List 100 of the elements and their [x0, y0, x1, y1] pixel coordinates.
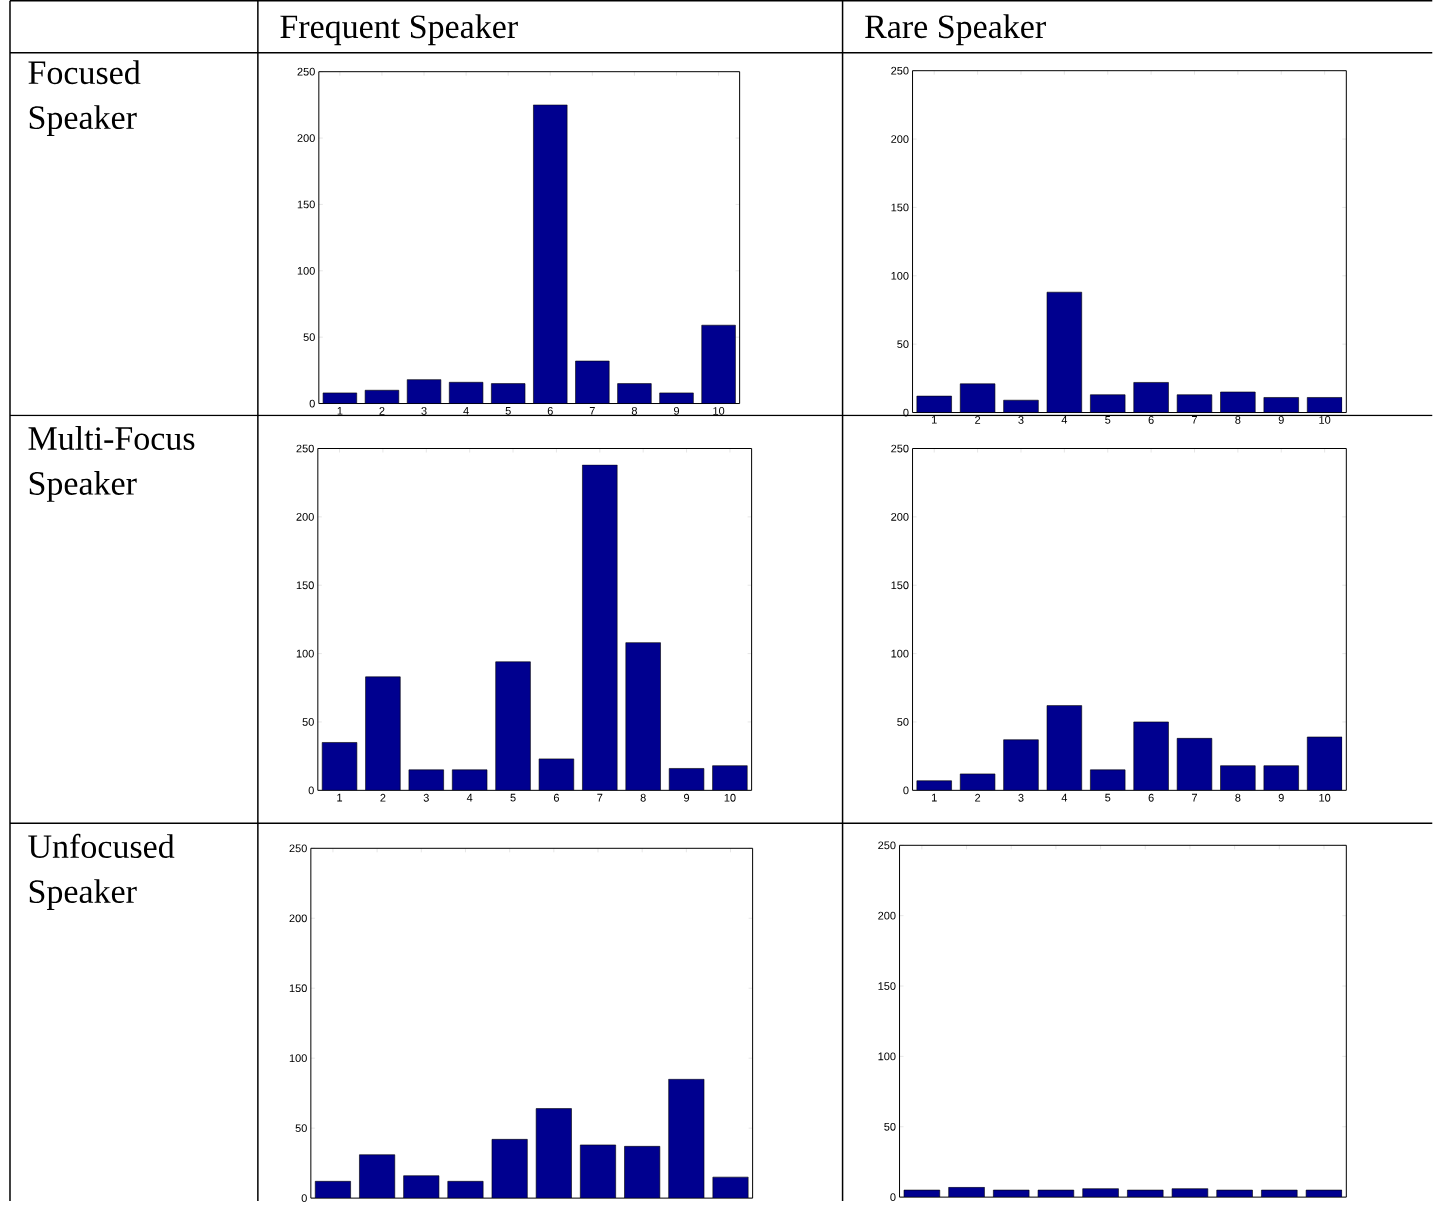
y-axis-title: Multi-Focus Speaker: [28, 425, 195, 502]
y-tick-label: 200: [878, 911, 896, 920]
y-tick-label: 0: [301, 1194, 307, 1202]
y-tick-label: 100: [891, 649, 909, 658]
y-tick-label: 150: [891, 203, 909, 212]
x-tick-label: 2: [975, 415, 981, 424]
bar: [407, 379, 441, 404]
y-tick-label: 200: [891, 512, 909, 521]
y-tick-label: 50: [884, 1122, 896, 1131]
bar: [495, 661, 531, 791]
y-tick-label: 200: [289, 914, 307, 922]
bar: [701, 324, 736, 404]
x-tick-label: 1: [932, 793, 937, 802]
x-tick-label: 3: [423, 793, 429, 802]
x-tick-label: 9: [1278, 415, 1284, 424]
bar: [1133, 721, 1169, 791]
bar: [452, 769, 488, 791]
bar: [1090, 769, 1126, 791]
y-tick-label: 250: [878, 841, 896, 850]
x-tick-label: 5: [505, 406, 511, 415]
bar: [617, 383, 652, 404]
bar: [491, 1139, 528, 1198]
bar: [536, 1108, 572, 1198]
x-tick-label: 3: [1018, 793, 1024, 802]
y-tick-label: 0: [308, 786, 314, 795]
x-tick-label: 2: [380, 793, 386, 802]
bar: [539, 758, 574, 791]
y-tick-label: 50: [302, 717, 314, 726]
x-tick-label: 6: [553, 793, 559, 802]
bar: [582, 464, 618, 791]
x-tick-label: 1: [932, 415, 937, 424]
bar: [575, 360, 610, 404]
bar: [959, 383, 996, 413]
y-tick-label: 100: [289, 1054, 307, 1062]
x-tick-label: 8: [631, 406, 637, 415]
x-tick-label: 4: [1061, 793, 1068, 802]
bar: [624, 1146, 660, 1198]
bar: [322, 742, 357, 791]
y-tick-label: 250: [297, 67, 315, 76]
y-axis-title: Focused Speaker: [28, 60, 141, 136]
bar: [1090, 394, 1126, 413]
x-tick-label: 6: [1148, 793, 1154, 802]
x-tick-label: 7: [597, 793, 603, 802]
x-tick-label: 10: [1319, 793, 1331, 802]
y-axis-title: Unfocused Speaker: [28, 833, 175, 910]
x-tick-label: 2: [975, 793, 981, 802]
y-tick-label: 150: [878, 981, 896, 990]
bar: [1220, 765, 1256, 791]
y-tick-label: 250: [289, 844, 307, 853]
x-tick-label: 10: [1319, 415, 1331, 424]
x-tick-label: 7: [1192, 793, 1197, 802]
y-tick-label: 250: [891, 444, 909, 453]
bar: [1047, 705, 1082, 791]
x-tick-label: 3: [421, 406, 427, 415]
x-tick-label: 6: [1148, 415, 1154, 424]
x-tick-label: 10: [724, 793, 736, 802]
x-tick-label: 1: [337, 793, 343, 802]
bar: [408, 769, 444, 791]
y-tick-label: 0: [309, 399, 315, 408]
chart-title: Frequent Speaker: [280, 14, 518, 45]
y-tick-label: 200: [296, 512, 314, 521]
x-tick-label: 4: [466, 793, 473, 802]
y-tick-label: 0: [890, 1193, 896, 1201]
bar: [1220, 391, 1256, 413]
bar: [365, 676, 401, 791]
bar: [403, 1175, 439, 1198]
x-tick-label: 2: [379, 406, 385, 415]
x-tick-label: 9: [684, 793, 690, 802]
x-tick-label: 3: [1018, 415, 1024, 424]
y-tick-label: 200: [297, 134, 315, 142]
y-tick-label: 0: [903, 786, 909, 795]
bar: [1133, 381, 1169, 413]
bar: [1306, 736, 1343, 791]
x-tick-label: 8: [1235, 793, 1241, 802]
y-tick-label: 250: [891, 66, 909, 75]
bar: [669, 768, 704, 791]
bar: [1046, 291, 1083, 413]
bar: [449, 382, 483, 404]
bar: [1177, 738, 1212, 791]
bar: [668, 1079, 705, 1198]
x-tick-label: 10: [713, 406, 725, 415]
y-tick-label: 150: [289, 984, 307, 992]
y-tick-label: 100: [878, 1052, 896, 1061]
y-tick-label: 250: [296, 444, 314, 453]
y-tick-label: 150: [297, 200, 315, 209]
y-tick-label: 100: [297, 266, 315, 275]
y-tick-label: 50: [897, 717, 909, 726]
y-tick-label: 100: [891, 271, 909, 280]
bar: [533, 104, 568, 404]
bar: [1003, 739, 1039, 791]
y-tick-label: 50: [303, 333, 315, 341]
bar: [359, 1154, 395, 1198]
y-tick-label: 200: [891, 135, 909, 143]
x-tick-label: 4: [1061, 415, 1068, 424]
x-tick-label: 5: [1105, 793, 1111, 802]
bar: [625, 642, 661, 791]
x-tick-label: 5: [510, 793, 516, 802]
x-tick-label: 5: [1105, 415, 1111, 424]
bar: [1263, 765, 1299, 791]
bar: [580, 1144, 616, 1198]
